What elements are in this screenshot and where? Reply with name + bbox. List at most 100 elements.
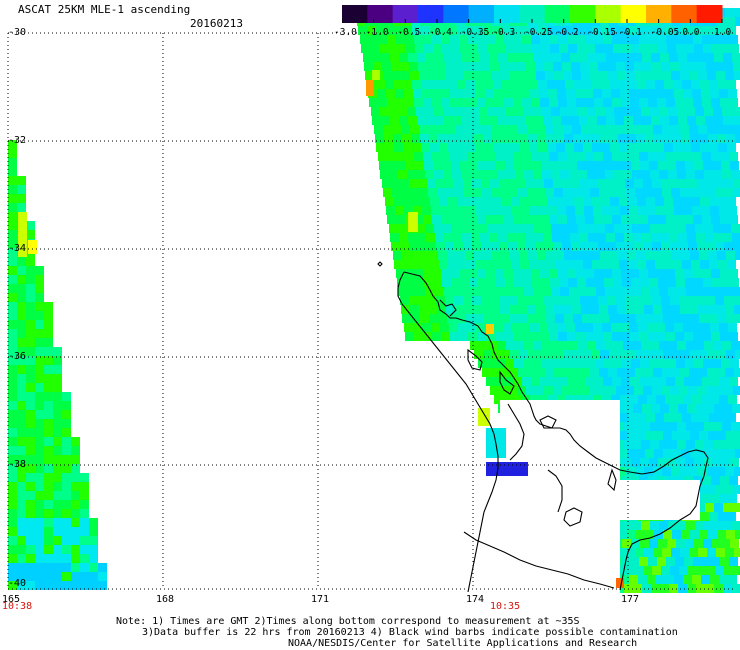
data-cell (71, 536, 80, 545)
data-cell (732, 503, 740, 512)
data-cell (521, 89, 530, 98)
data-cell (687, 116, 696, 125)
data-cell (735, 350, 740, 359)
data-cell (730, 44, 739, 53)
data-cell (384, 134, 393, 143)
data-cell (658, 44, 667, 53)
data-cell (414, 332, 423, 341)
data-cell (520, 260, 529, 269)
data-cell (600, 350, 609, 359)
data-cell (665, 323, 674, 332)
data-cell (589, 62, 598, 71)
data-cell (453, 116, 462, 125)
data-cell (647, 395, 656, 404)
data-cell (563, 368, 572, 377)
data-cell (655, 197, 664, 206)
data-cell (8, 365, 17, 374)
data-cell (573, 251, 582, 260)
data-cell (556, 197, 565, 206)
data-cell (8, 266, 17, 275)
data-cell (428, 125, 437, 134)
data-cell (486, 462, 528, 476)
data-cell (8, 455, 17, 464)
data-cell (439, 260, 448, 269)
data-cell (461, 287, 470, 296)
data-cell (44, 419, 53, 428)
data-cell (668, 422, 677, 431)
data-cell (476, 89, 485, 98)
data-cell (715, 296, 724, 305)
data-cell (544, 242, 553, 251)
data-cell (529, 197, 538, 206)
data-cell (690, 530, 699, 539)
data-cell (671, 305, 680, 314)
data-cell (402, 314, 411, 323)
data-cell (389, 170, 398, 179)
data-cell (518, 368, 527, 377)
data-cell (450, 35, 459, 44)
data-cell (385, 197, 394, 206)
data-cell (647, 206, 656, 215)
data-cell (704, 422, 713, 431)
data-cell (549, 152, 558, 161)
data-cell (558, 35, 567, 44)
data-cell (637, 26, 646, 35)
data-cell (491, 368, 500, 377)
data-cell (610, 26, 619, 35)
data-cell (715, 386, 724, 395)
data-cell (71, 545, 80, 554)
data-cell (593, 395, 602, 404)
data-cell (632, 341, 641, 350)
data-cell (522, 269, 531, 278)
data-cell (701, 89, 710, 98)
data-cell (718, 512, 727, 521)
data-cell (549, 35, 558, 44)
data-cell (661, 566, 670, 575)
data-cell (556, 143, 565, 152)
land-mask (520, 460, 620, 600)
data-cell (17, 302, 26, 311)
data-cell (717, 350, 726, 359)
data-cell (733, 386, 740, 395)
data-cell (62, 500, 71, 509)
colorbar-segment (620, 5, 647, 23)
data-cell (610, 197, 619, 206)
data-cell (391, 62, 400, 71)
data-cell (700, 143, 709, 152)
data-cell (389, 107, 398, 116)
data-cell (492, 251, 501, 260)
data-cell (566, 89, 575, 98)
data-cell (722, 341, 731, 350)
lon-label-177: 177 (621, 594, 640, 605)
data-cell (675, 332, 684, 341)
data-cell (473, 188, 482, 197)
data-cell (613, 161, 622, 170)
data-cell (689, 467, 698, 476)
data-cell (499, 62, 508, 71)
data-cell (424, 278, 433, 287)
data-cell (518, 71, 527, 80)
data-cell (567, 332, 576, 341)
data-cell (730, 539, 739, 548)
gulf-island-2 (563, 507, 583, 527)
data-cell (581, 125, 590, 134)
data-cell (704, 287, 713, 296)
data-cell (672, 314, 681, 323)
data-cell (44, 302, 53, 311)
data-cell (732, 116, 740, 125)
data-cell (495, 98, 504, 107)
data-cell (714, 404, 723, 413)
data-cell (686, 341, 695, 350)
data-cell (621, 269, 630, 278)
data-cell (710, 323, 719, 332)
data-cell (731, 521, 740, 530)
data-cell (673, 413, 682, 422)
data-cell (491, 188, 500, 197)
data-cell (646, 413, 655, 422)
data-cell (372, 70, 380, 80)
data-cell (505, 359, 514, 368)
data-cell (574, 26, 583, 35)
data-cell (17, 365, 26, 374)
data-cell (410, 188, 419, 197)
data-cell (702, 35, 711, 44)
